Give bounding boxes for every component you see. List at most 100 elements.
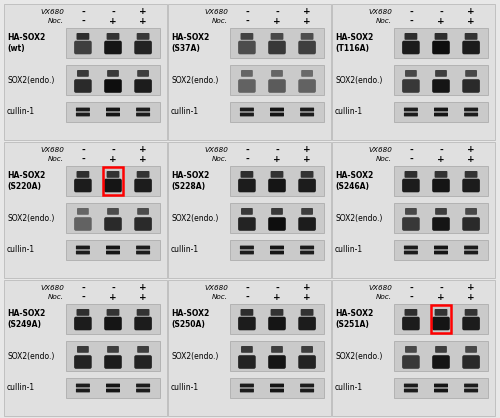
Text: HA-SOX2
(S228A): HA-SOX2 (S228A)	[171, 171, 209, 191]
FancyBboxPatch shape	[464, 309, 477, 316]
Text: -: -	[409, 145, 413, 155]
Bar	[394, 240, 488, 260]
FancyBboxPatch shape	[240, 389, 254, 393]
FancyBboxPatch shape	[405, 346, 417, 353]
Bar	[230, 203, 324, 233]
FancyBboxPatch shape	[298, 79, 316, 93]
FancyBboxPatch shape	[270, 251, 284, 255]
Text: +: +	[468, 8, 475, 16]
FancyBboxPatch shape	[404, 107, 418, 112]
Bar	[230, 304, 324, 334]
Text: VX680: VX680	[40, 9, 64, 15]
FancyBboxPatch shape	[404, 309, 417, 316]
Text: -: -	[409, 155, 413, 163]
Text: HA-SOX2
(S250A): HA-SOX2 (S250A)	[171, 309, 209, 329]
Text: Noc.: Noc.	[376, 156, 392, 162]
FancyBboxPatch shape	[240, 171, 254, 178]
Text: -: -	[245, 293, 249, 301]
Text: +: +	[140, 16, 147, 25]
Text: +: +	[468, 293, 475, 301]
FancyBboxPatch shape	[106, 33, 120, 40]
FancyBboxPatch shape	[74, 41, 92, 54]
Text: +: +	[304, 155, 311, 163]
FancyBboxPatch shape	[106, 251, 120, 255]
FancyBboxPatch shape	[434, 384, 448, 387]
FancyBboxPatch shape	[240, 33, 254, 40]
FancyBboxPatch shape	[402, 179, 419, 192]
FancyBboxPatch shape	[300, 171, 314, 178]
FancyBboxPatch shape	[465, 208, 477, 215]
FancyBboxPatch shape	[74, 355, 92, 369]
FancyBboxPatch shape	[106, 309, 120, 316]
FancyBboxPatch shape	[134, 217, 152, 231]
FancyBboxPatch shape	[270, 389, 284, 393]
Text: -: -	[245, 8, 249, 16]
FancyBboxPatch shape	[238, 41, 256, 54]
Text: +: +	[468, 16, 475, 25]
Text: +: +	[304, 283, 311, 293]
Text: -: -	[81, 8, 85, 16]
FancyBboxPatch shape	[404, 389, 418, 393]
Text: HA-SOX2
(S220A): HA-SOX2 (S220A)	[7, 171, 45, 191]
Text: SOX2(endo.): SOX2(endo.)	[171, 76, 218, 84]
FancyBboxPatch shape	[300, 107, 314, 112]
Text: -: -	[81, 293, 85, 301]
FancyBboxPatch shape	[137, 70, 149, 77]
FancyBboxPatch shape	[402, 355, 419, 369]
FancyBboxPatch shape	[271, 208, 283, 215]
FancyBboxPatch shape	[462, 317, 480, 330]
FancyBboxPatch shape	[404, 112, 418, 116]
FancyBboxPatch shape	[405, 70, 417, 77]
FancyBboxPatch shape	[464, 171, 477, 178]
FancyBboxPatch shape	[271, 70, 283, 77]
FancyBboxPatch shape	[300, 251, 314, 255]
Text: -: -	[409, 8, 413, 16]
Text: HA-SOX2
(S251A): HA-SOX2 (S251A)	[335, 309, 373, 329]
Bar	[66, 102, 160, 122]
Text: -: -	[245, 155, 249, 163]
Text: +: +	[468, 283, 475, 293]
Text: -: -	[245, 145, 249, 155]
FancyBboxPatch shape	[432, 217, 450, 231]
FancyBboxPatch shape	[404, 171, 417, 178]
Text: Noc.: Noc.	[212, 156, 228, 162]
FancyBboxPatch shape	[268, 179, 286, 192]
FancyBboxPatch shape	[137, 346, 149, 353]
FancyBboxPatch shape	[240, 251, 254, 255]
Text: +: +	[109, 293, 117, 301]
Text: Noc.: Noc.	[48, 18, 64, 24]
Text: -: -	[275, 8, 279, 16]
Text: -: -	[81, 145, 85, 155]
FancyBboxPatch shape	[298, 179, 316, 192]
FancyBboxPatch shape	[270, 384, 284, 387]
Bar	[66, 304, 160, 334]
FancyBboxPatch shape	[432, 41, 450, 54]
Text: HA-SOX2
(S37A): HA-SOX2 (S37A)	[171, 33, 209, 53]
Text: VX680: VX680	[204, 147, 228, 153]
FancyBboxPatch shape	[298, 355, 316, 369]
Text: VX680: VX680	[204, 9, 228, 15]
FancyBboxPatch shape	[77, 346, 89, 353]
Text: +: +	[273, 16, 281, 25]
FancyBboxPatch shape	[104, 41, 122, 54]
FancyBboxPatch shape	[270, 309, 283, 316]
FancyBboxPatch shape	[106, 384, 120, 387]
FancyBboxPatch shape	[268, 41, 286, 54]
FancyBboxPatch shape	[134, 179, 152, 192]
FancyBboxPatch shape	[464, 246, 478, 250]
Text: SOX2(endo.): SOX2(endo.)	[7, 214, 54, 222]
Bar	[66, 240, 160, 260]
FancyBboxPatch shape	[137, 208, 149, 215]
FancyBboxPatch shape	[434, 309, 448, 316]
FancyBboxPatch shape	[300, 389, 314, 393]
Bar	[230, 102, 324, 122]
FancyBboxPatch shape	[238, 179, 256, 192]
Text: Noc.: Noc.	[212, 294, 228, 300]
FancyBboxPatch shape	[241, 208, 253, 215]
Text: +: +	[109, 16, 117, 25]
Bar	[168, 280, 331, 416]
FancyBboxPatch shape	[268, 355, 286, 369]
FancyBboxPatch shape	[301, 70, 313, 77]
Bar	[394, 166, 488, 196]
Text: VX680: VX680	[40, 147, 64, 153]
